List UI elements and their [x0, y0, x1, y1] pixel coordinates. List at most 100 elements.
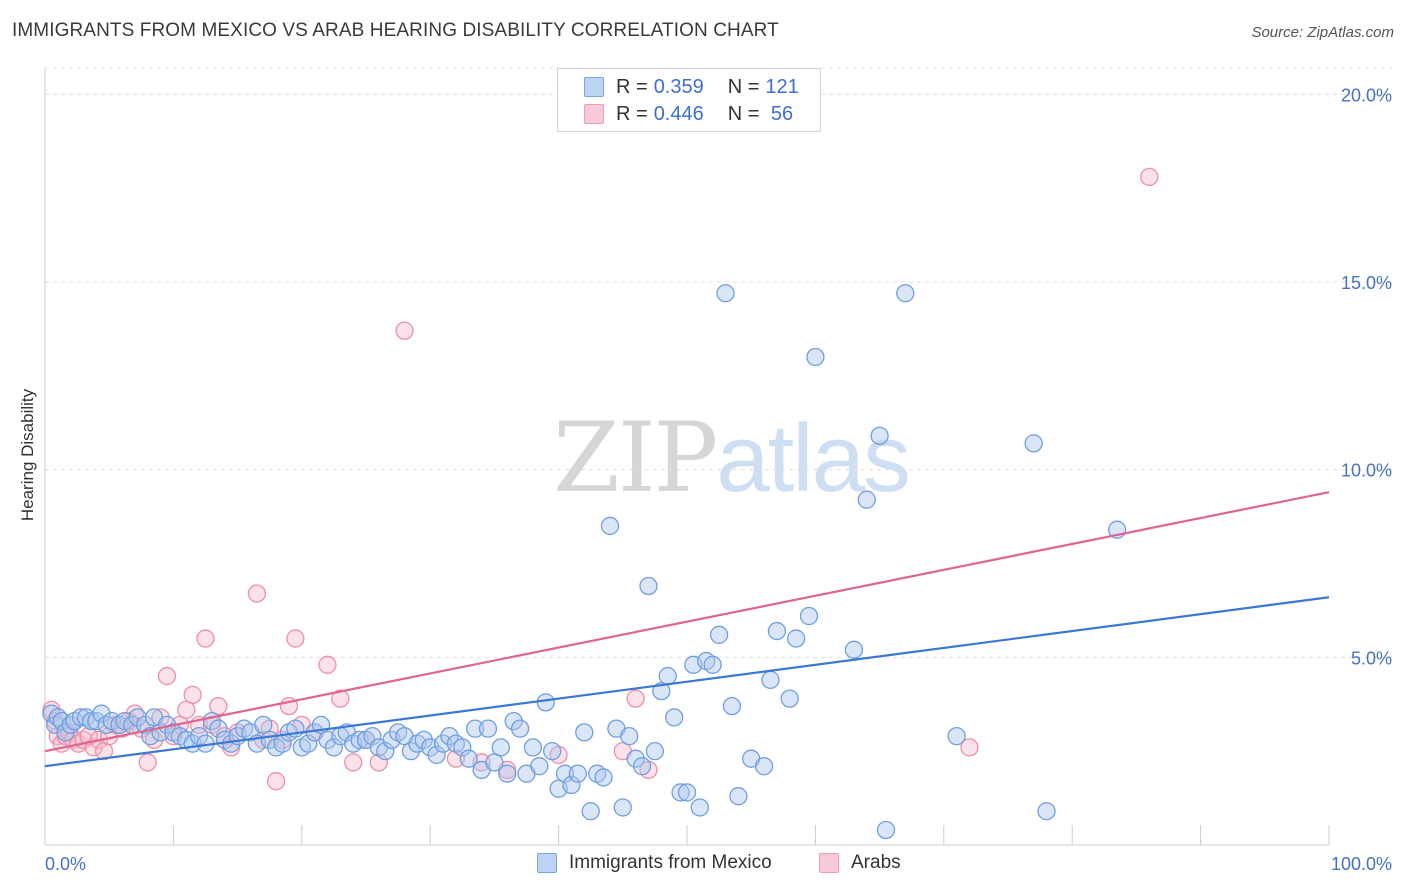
mexico-point	[876, 820, 896, 840]
legend-label-mexico: Immigrants from Mexico	[569, 852, 772, 873]
correlation-legend: R = 0.359 N = 121 R = 0.446 N = 56	[557, 68, 821, 132]
mexico-point	[453, 738, 472, 757]
mexico-point	[786, 629, 806, 648]
mexico-point	[376, 742, 395, 761]
mexico-point	[767, 621, 787, 641]
mexico-point	[523, 738, 543, 757]
arabs-trend-line	[44, 491, 1330, 753]
legend-r-value: 0.446	[653, 102, 704, 125]
mexico-point	[82, 711, 101, 731]
mexico-point	[620, 726, 639, 746]
mexico-point	[363, 726, 382, 746]
mexico-point	[504, 711, 523, 731]
mexico-point	[562, 775, 581, 795]
arabs-point	[395, 321, 414, 340]
mexico-point	[665, 708, 684, 727]
series-legend: Immigrants from Mexico Arabs	[0, 852, 1406, 878]
y-axis-title: Hearing Disability	[18, 388, 37, 521]
mexico-point	[613, 798, 632, 817]
arabs-legend-swatch	[819, 853, 839, 873]
legend-item-mexico: Immigrants from Mexico	[537, 852, 772, 874]
mexico-point	[581, 802, 600, 821]
y-tick-label: 10.0%	[1341, 461, 1392, 481]
mexico-point	[703, 655, 722, 674]
mexico-point	[844, 640, 864, 659]
mexico-point	[780, 689, 799, 708]
legend-n-label: N =	[727, 102, 760, 125]
mexico-point	[677, 783, 697, 802]
legend-r-label: R =	[616, 75, 648, 98]
legend-label-arabs: Arabs	[851, 852, 901, 873]
legend-r-value: 0.359	[653, 75, 704, 98]
arabs-point	[626, 689, 645, 708]
arabs-point	[151, 708, 170, 727]
arabs-point	[960, 738, 979, 757]
mexico-point	[645, 742, 665, 761]
legend-item-arabs: Arabs	[819, 852, 901, 874]
x-tick-label-max: 100.0%	[1331, 854, 1392, 874]
mexico-point	[92, 704, 111, 723]
mexico-point	[600, 516, 620, 536]
arabs-point	[369, 753, 388, 772]
mexico-point	[870, 426, 889, 446]
arabs-point	[157, 666, 177, 686]
mexico-point	[465, 719, 485, 738]
mexico-point	[299, 734, 318, 753]
arabs-point	[318, 655, 337, 674]
arabs-points	[42, 167, 1159, 791]
mexico-point	[1037, 802, 1056, 821]
mexico-point	[594, 768, 613, 787]
legend-row-mexico: R = 0.359 N = 121	[558, 74, 799, 100]
mexico-point	[52, 711, 71, 731]
mexico-trend-line	[44, 596, 1330, 768]
tick-labels: 5.0% 10.0% 15.0% 20.0% 0.0% 100.0%	[45, 85, 1392, 874]
watermark-atlas: atlas	[716, 405, 911, 512]
mexico-point	[947, 726, 966, 746]
mexico-point	[722, 696, 742, 716]
mexico-point	[575, 723, 594, 742]
mexico-point	[639, 576, 658, 596]
y-tick-label: 5.0%	[1351, 648, 1392, 668]
watermark: ZIPatlas	[553, 402, 911, 514]
mexico-point	[71, 708, 91, 727]
mexico-point	[1024, 434, 1043, 453]
mexico-point	[799, 606, 819, 626]
legend-n-value: 121	[765, 75, 799, 98]
mexico-point	[324, 738, 344, 757]
mexico-swatch	[584, 77, 604, 97]
mexico-point	[427, 745, 446, 765]
legend-n-value: 56	[765, 102, 794, 125]
mexico-point	[543, 742, 562, 761]
mexico-point	[806, 347, 825, 367]
arabs-point	[196, 629, 215, 648]
mexico-point	[498, 764, 517, 783]
mexico-point	[857, 490, 876, 509]
mexico-point	[414, 730, 433, 750]
arabs-point	[446, 749, 466, 768]
mexico-point	[568, 764, 588, 783]
arabs-point	[331, 689, 350, 708]
watermark-zip: ZIP	[553, 402, 718, 514]
mexico-points	[42, 284, 1127, 840]
mexico-point	[729, 787, 748, 806]
arabs-point	[344, 753, 363, 772]
mexico-point	[754, 757, 774, 776]
mexico-legend-swatch	[537, 853, 557, 873]
chart-title: IMMIGRANTS FROM MEXICO VS ARAB HEARING D…	[12, 20, 779, 41]
source-credit: Source: ZipAtlas.com	[1251, 24, 1394, 41]
y-tick-label: 20.0%	[1341, 85, 1392, 105]
mexico-point	[478, 719, 498, 738]
mexico-point	[716, 284, 735, 303]
mexico-point	[632, 757, 652, 776]
arabs-point	[1140, 167, 1159, 187]
arabs-point	[183, 685, 202, 705]
mexico-point	[433, 734, 453, 753]
mexico-point	[440, 726, 459, 746]
mexico-point	[459, 749, 478, 768]
x-tick-label-min: 0.0%	[45, 854, 86, 874]
mexico-point	[209, 719, 228, 738]
legend-n-label: N =	[727, 75, 760, 98]
mexico-point	[401, 742, 421, 761]
arabs-point	[138, 753, 157, 772]
